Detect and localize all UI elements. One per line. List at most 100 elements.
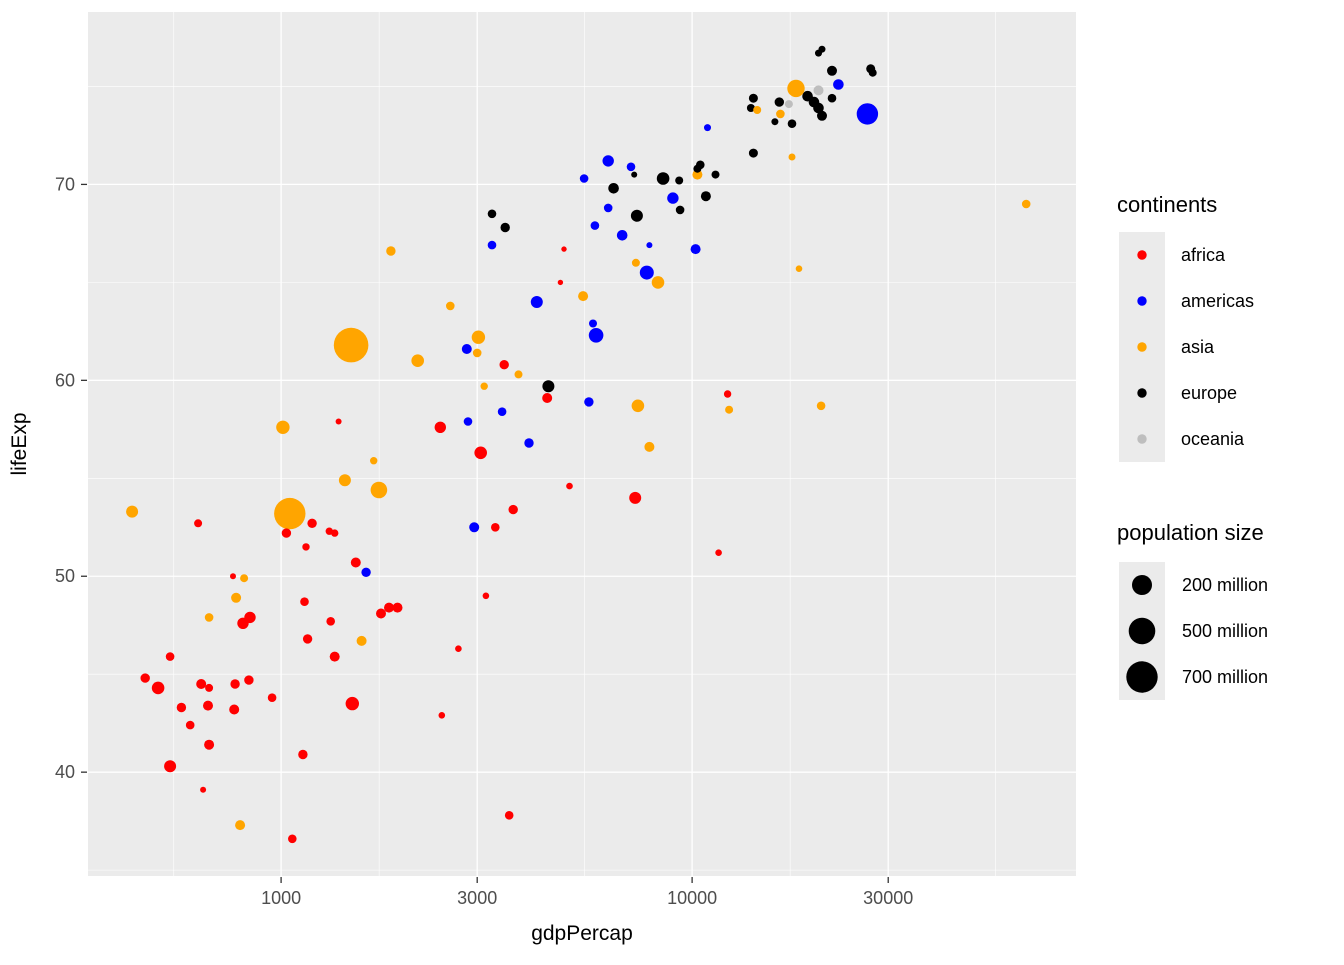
x-tick-label: 1000 [261,888,301,908]
legend-dot-asia [1137,342,1147,352]
data-point-americas [590,221,600,230]
data-point-europe [630,209,643,222]
data-point-americas [690,244,701,255]
legend-label-oceania: oceania [1181,429,1245,449]
data-point-africa [329,651,340,662]
x-tick-label: 3000 [457,888,497,908]
data-point-africa [164,760,177,773]
data-point-africa [557,279,564,286]
data-point-asia [126,505,139,518]
data-point-europe [487,209,497,219]
data-point-africa [298,749,308,760]
legend-label-americas: americas [1181,291,1254,311]
data-point-africa [302,634,313,644]
data-point-asia [1021,199,1031,209]
data-point-africa [140,673,150,683]
y-tick-label: 60 [55,370,75,390]
data-point-asia [788,153,796,161]
data-point-asia [370,481,388,499]
data-point-americas [487,240,497,250]
data-point-africa [230,573,236,580]
data-point-africa [629,491,642,504]
data-point-asia [276,420,290,434]
data-point-europe [746,104,755,112]
legend-label-asia: asia [1181,337,1215,357]
data-point-americas [639,265,654,280]
data-point-asia [235,820,246,831]
y-axis-title: lifeExp [8,412,31,475]
data-point-africa [288,834,297,844]
data-point-africa [204,739,215,750]
data-point-africa [300,597,309,606]
data-point-europe [542,380,555,393]
data-point-americas [616,230,628,241]
data-point-asia [274,497,306,530]
data-point-asia [471,330,486,344]
data-point-asia [725,405,734,414]
data-point-asia [816,401,826,411]
data-point-africa [302,543,310,551]
data-point-africa [165,652,175,661]
data-point-asia [204,613,214,622]
data-point-africa [561,246,567,252]
data-point-americas [626,162,636,172]
data-point-africa [203,700,213,711]
data-point-europe [787,119,797,128]
data-point-africa [229,704,240,715]
data-point-americas [530,296,543,308]
data-point-americas [667,192,679,204]
data-point-asia [386,246,396,256]
data-point-asia [514,370,523,379]
size-dot-1 [1128,617,1156,645]
data-point-africa [723,390,732,398]
data-point-asia [651,276,665,289]
data-point-asia [692,169,703,180]
data-point-asia [644,441,655,452]
data-point-europe [868,68,877,77]
axis-layer: 1000 3000 10000 30000 40 50 60 70 [55,174,913,908]
data-point-asia [231,592,242,603]
data-point-europe [700,191,711,202]
size-label-2: 700 million [1182,667,1268,687]
data-point-africa [151,681,165,695]
data-point-africa [345,696,359,711]
data-point-oceania [784,100,793,109]
data-point-americas [603,203,613,213]
data-point-europe [693,164,702,173]
data-point-oceania [813,85,824,96]
data-point-africa [200,786,207,793]
data-point-africa [205,683,214,692]
continents-legend-title: continents [1117,192,1217,217]
data-point-africa [504,811,514,820]
data-point-americas [588,328,604,343]
data-point-americas [646,242,653,249]
x-tick-label: 30000 [863,888,913,908]
data-point-europe [748,93,758,103]
data-point-europe [827,65,837,76]
data-point-europe [774,97,784,107]
data-point-asia [795,265,803,273]
data-point-africa [331,529,339,537]
data-point-americas [524,438,534,448]
data-point-africa [230,679,240,689]
data-point-africa [194,519,203,528]
data-point-asia [480,382,488,390]
data-point-asia [472,348,482,358]
data-point-europe [675,205,685,215]
data-point-europe [675,176,684,185]
data-point-asia [631,399,645,413]
data-point-americas [704,124,711,132]
data-point-americas [856,103,879,125]
data-point-africa [434,421,446,433]
y-tick-label: 70 [55,174,75,194]
data-point-africa [307,518,317,528]
data-point-americas [589,319,597,328]
data-point-americas [463,417,473,426]
x-tick-label: 10000 [667,888,717,908]
size-label-1: 500 million [1182,621,1268,641]
data-point-americas [602,155,614,167]
data-point-africa [508,504,518,515]
points-layer [126,45,1031,844]
x-axis-title: gdpPercap [531,922,633,945]
